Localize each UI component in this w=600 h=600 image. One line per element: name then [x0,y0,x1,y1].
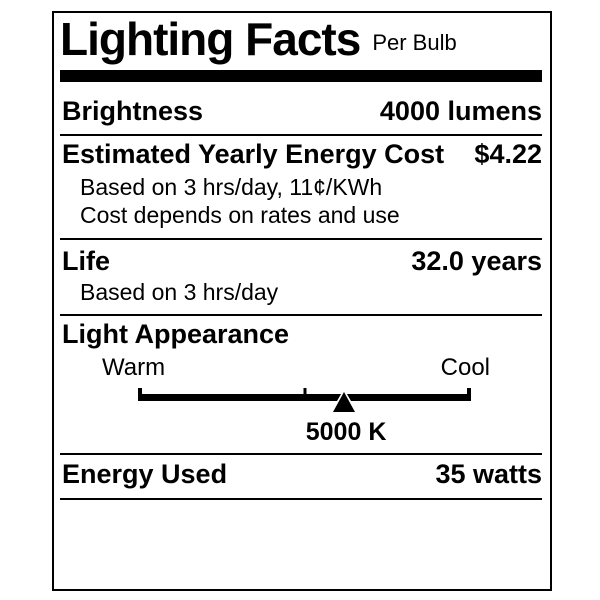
brightness-value: 4000 lumens [379,96,542,126]
light-appearance-scale-labels: Warm Cool [102,356,490,380]
energy-cost-label: Estimated Yearly Energy Cost [62,139,445,169]
row-divider [60,238,542,240]
life-label: Life [62,246,111,276]
lighting-facts-label: Lighting Facts Per Bulb Brightness 4000 … [52,11,552,591]
label-title: Lighting Facts [60,13,361,65]
header-divider-bar [60,70,542,82]
brightness-label: Brightness [62,96,204,126]
scale-right-cap [467,388,471,401]
energy-cost-note: Based on 3 hrs/day, 11¢/KWh [80,174,383,200]
energy-used-row: Energy Used 35 watts [62,461,542,488]
energy-used-value: 35 watts [435,459,542,489]
scale-mid-tick [303,388,306,401]
life-row: Life 32.0 years [62,248,542,275]
brightness-row: Brightness 4000 lumens [62,98,542,125]
label-header: Lighting Facts Per Bulb [60,13,457,65]
row-divider [60,498,542,500]
life-note: Based on 3 hrs/day [80,279,279,305]
cool-label: Cool [440,354,490,381]
energy-cost-value: $4.22 [474,139,542,169]
row-divider [60,314,542,316]
life-value: 32.0 years [411,246,542,276]
color-temp-value: 5000 K [305,418,387,446]
row-divider [60,134,542,136]
label-per-unit: Per Bulb [372,30,457,55]
energy-used-label: Energy Used [62,459,228,489]
energy-cost-row: Estimated Yearly Energy Cost $4.22 [62,141,542,168]
color-temp-marker [330,389,359,413]
energy-cost-note: Cost depends on rates and use [80,202,400,228]
color-temp-scale: 5000 K [138,388,471,450]
triangle-up-icon [333,392,356,412]
light-appearance-heading: Light Appearance [62,319,290,349]
warm-label: Warm [102,354,166,381]
row-divider [60,453,542,455]
